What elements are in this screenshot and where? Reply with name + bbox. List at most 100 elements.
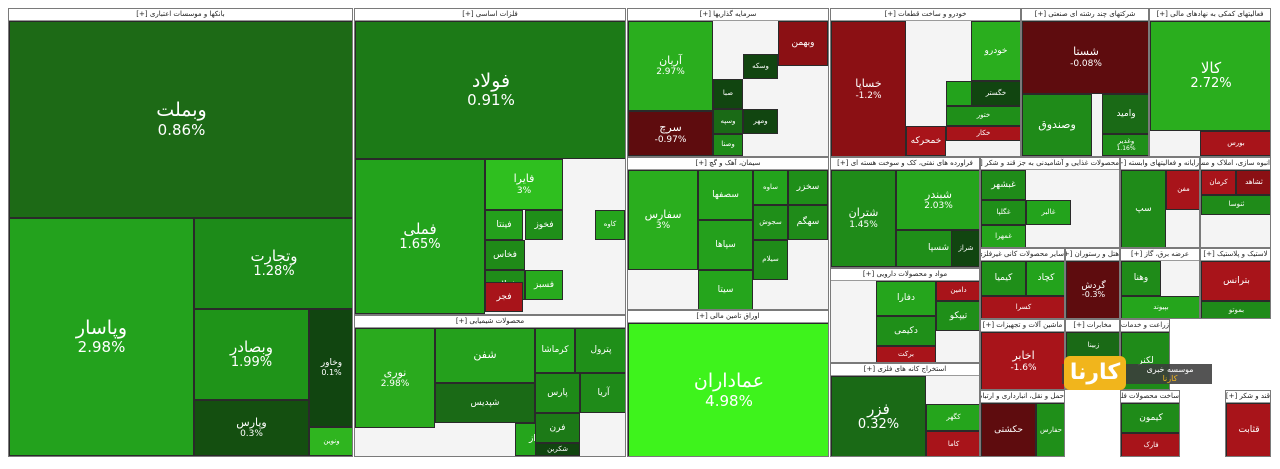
stock-tile[interactable]: کیمیا — [981, 261, 1026, 296]
stock-tile[interactable]: وصندوق — [1022, 94, 1092, 156]
stock-tile[interactable]: وسپه — [713, 109, 743, 134]
sector-panel[interactable]: استخراج کانه های فلزی [+] فزر 0.32% کگهر کام… — [830, 363, 980, 457]
stock-tile[interactable]: آریان 2.97% — [628, 21, 713, 111]
stock-tile[interactable]: سجوش — [753, 205, 788, 240]
stock-tile[interactable]: ونوین — [309, 427, 352, 456]
stock-tile[interactable]: فرن — [535, 413, 580, 443]
stock-tile[interactable]: گردش -0.3% — [1066, 261, 1119, 318]
stock-tile[interactable]: سخزر — [788, 170, 828, 205]
stock-tile[interactable]: ثنوسا — [1201, 195, 1270, 215]
sector-panel[interactable]: بانکها و موسسات اعتباری [+] وبملت 0.86% وپا… — [8, 8, 353, 457]
sector-title[interactable]: فعالیتهای کمکی به نهادهای مالی [+] — [1150, 9, 1270, 21]
stock-tile[interactable]: وهنا — [1121, 261, 1161, 296]
stock-tile[interactable]: مفن — [1166, 170, 1199, 210]
sector-title[interactable]: مواد و محصولات دارویی [+] — [831, 269, 979, 281]
stock-tile[interactable]: خمحرکه — [906, 126, 946, 156]
stock-tile[interactable]: وپارس 0.3% — [194, 400, 309, 456]
sector-panel[interactable]: فعالیتهای کمکی به نهادهای مالی [+] کالا 2.… — [1149, 8, 1271, 157]
stock-tile[interactable]: وپاسار 2.98% — [9, 218, 194, 456]
sector-panel[interactable]: مواد و محصولات دارویی [+] دفارا دامین دکیمی… — [830, 268, 980, 363]
stock-tile[interactable]: سپاها — [698, 220, 753, 270]
stock-tile[interactable]: بترانس — [1201, 261, 1270, 301]
sector-title[interactable]: رایانه و فعالیتهای وابسته [+] — [1121, 158, 1199, 170]
stock-tile[interactable]: سپ — [1121, 170, 1166, 247]
stock-tile[interactable]: فارک — [1121, 433, 1179, 456]
sector-title[interactable]: زراعت و خدمات وابسته [+] — [1121, 320, 1169, 332]
stock-tile[interactable]: غمهرا — [981, 225, 1026, 247]
sector-panel[interactable]: فراورده های نفتی، کک و سوخت هسته ای [+] ش… — [830, 157, 980, 268]
sector-panel[interactable]: ماشین آلات و تجهیزات [+] اخابر -1.6% — [980, 319, 1065, 390]
stock-tile[interactable]: خودرو — [971, 21, 1020, 81]
stock-tile[interactable]: فجر — [485, 282, 523, 312]
stock-tile[interactable]: دفارا — [876, 281, 936, 316]
stock-tile[interactable]: کسرا — [981, 296, 1064, 318]
stock-tile[interactable]: بموتو — [1201, 301, 1270, 318]
stock-tile[interactable]: وخاور 0.1% — [309, 309, 352, 427]
stock-tile[interactable]: آریا — [580, 373, 625, 413]
stock-tile[interactable]: شکربن — [535, 443, 580, 456]
stock-tile[interactable]: حکشتی — [981, 403, 1036, 456]
stock-tile[interactable]: شبندر 2.03% — [896, 170, 979, 230]
stock-tile[interactable]: فملی 1.65% — [355, 159, 485, 314]
stock-tile[interactable]: زبینا — [1066, 332, 1119, 360]
stock-tile[interactable]: خکار — [946, 126, 1020, 141]
stock-tile[interactable]: شراز — [951, 230, 979, 267]
stock-tile[interactable]: وصنا — [713, 134, 743, 156]
sector-panel[interactable]: شرکتهای چند رشته ای صنعتی [+] شستا -0.08% و… — [1021, 8, 1149, 157]
stock-tile[interactable]: فزر 0.32% — [831, 376, 926, 456]
stock-tile[interactable]: کرماشا — [535, 328, 575, 373]
sector-title[interactable]: محصولات شیمیایی [+] — [355, 316, 625, 328]
stock-tile[interactable]: بپیوند — [1121, 296, 1199, 318]
stock-tile[interactable]: ومهر — [743, 109, 778, 134]
sector-panel[interactable]: محصولات غذایی و آشامیدنی به جز قند و شکر… — [980, 157, 1120, 248]
stock-tile[interactable]: غگلپا — [981, 200, 1026, 225]
stock-tile[interactable]: فخوز — [525, 210, 563, 240]
stock-tile[interactable]: سیتا — [698, 270, 753, 309]
stock-tile[interactable]: وبملت 0.86% — [9, 21, 352, 218]
stock-tile[interactable]: کیمون — [1121, 403, 1179, 433]
stock-tile[interactable]: سرچ -0.97% — [628, 111, 713, 156]
stock-tile[interactable]: دامین — [936, 281, 979, 301]
stock-tile[interactable]: ساوه — [753, 170, 788, 205]
stock-tile[interactable]: سهگم — [788, 205, 828, 240]
sector-panel[interactable]: محصولات شیمیایی [+] نوری 2.98% شفن شپدیس کرما… — [354, 315, 626, 457]
stock-tile[interactable]: سفارس 3% — [628, 170, 698, 270]
stock-tile[interactable]: وبصادر 1.99% — [194, 309, 309, 400]
stock-tile[interactable]: شپدیس — [435, 383, 535, 423]
stock-tile[interactable]: فخاس — [485, 240, 525, 270]
stock-tile[interactable]: سصفها — [698, 170, 753, 220]
stock-tile[interactable]: حفارس — [1036, 403, 1064, 456]
stock-tile[interactable]: کگهر — [926, 404, 979, 431]
sector-title[interactable]: لاستیک و پلاستیک [+] — [1201, 249, 1270, 261]
sector-title[interactable]: هتل و رستوران [+] — [1066, 249, 1119, 261]
sector-title[interactable]: اوراق تامین مالی [+] — [628, 311, 828, 323]
sector-title[interactable]: قند و شکر [+] — [1226, 391, 1270, 403]
stock-tile[interactable]: کالا 2.72% — [1150, 21, 1270, 131]
stock-tile[interactable]: خساپا -1.2% — [831, 21, 906, 156]
stock-tile[interactable]: بورس — [1200, 131, 1270, 156]
stock-tile[interactable]: شفن — [435, 328, 535, 383]
stock-tile[interactable]: فایرا 3% — [485, 159, 563, 210]
stock-tile[interactable]: کرمان — [1201, 170, 1236, 195]
stock-tile[interactable]: قثابت — [1226, 403, 1270, 456]
sector-title[interactable]: سایر محصولات کانی غیرفلزی [+] — [981, 249, 1064, 261]
sector-panel[interactable]: حمل و نقل، انبارداری و ارتباطات [+] حکشتی… — [980, 390, 1065, 457]
stock-tile[interactable]: فولاد 0.91% — [355, 21, 625, 159]
sector-title[interactable]: انبوه سازی، املاک و مستغلات [+] — [1201, 158, 1270, 170]
stock-tile[interactable]: فینتا — [485, 210, 523, 240]
sector-title[interactable]: عرضه برق، گاز [+] — [1121, 249, 1199, 261]
sector-panel[interactable]: هتل و رستوران [+] گردش -0.3% — [1065, 248, 1120, 319]
sector-title[interactable]: سرمایه گذاریها [+] — [628, 9, 828, 21]
sector-title[interactable]: خودرو و ساخت قطعات [+] — [831, 9, 1020, 21]
sector-panel[interactable]: اوراق تامین مالی [+] عماداران 4.98% — [627, 310, 829, 457]
stock-tile[interactable]: تیپکو — [936, 301, 979, 331]
sector-title[interactable]: بانکها و موسسات اعتباری [+] — [9, 9, 352, 21]
sector-panel[interactable]: فلزات اساسی [+] فولاد 0.91% فملی 1.65% فایرا 3… — [354, 8, 626, 315]
sector-title[interactable]: استخراج کانه های فلزی [+] — [831, 364, 979, 376]
stock-tile[interactable]: وغدیر 1.16% — [1102, 134, 1148, 156]
stock-tile[interactable]: ختور — [946, 106, 1020, 126]
sector-title[interactable]: ساخت محصولات فلزی [+] — [1121, 391, 1179, 403]
sector-title[interactable]: حمل و نقل، انبارداری و ارتباطات [+] — [981, 391, 1064, 403]
stock-tile[interactable]: غالبر — [1026, 200, 1071, 225]
sector-title[interactable]: مخابرات [+] — [1066, 320, 1119, 332]
